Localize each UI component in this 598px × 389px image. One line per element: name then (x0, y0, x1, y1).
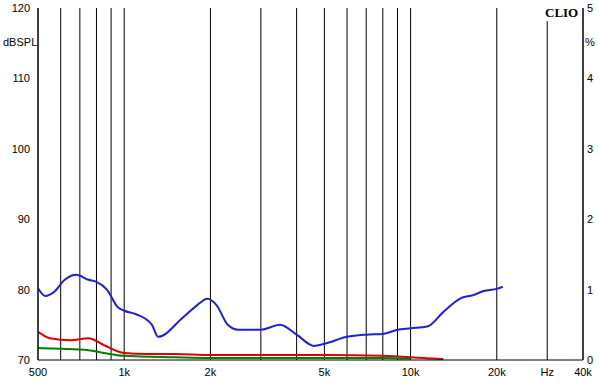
svg-text:110: 110 (12, 72, 30, 84)
html-text:CLIO: CLIO (545, 5, 579, 20)
svg-text:40k: 40k (574, 366, 590, 378)
svg-text:2: 2 (587, 213, 590, 225)
svg-text:80: 80 (18, 284, 30, 296)
svg-text:1: 1 (587, 284, 590, 296)
svg-text:100: 100 (12, 143, 30, 155)
svg-text:5k: 5k (319, 366, 331, 378)
svg-text:20k: 20k (488, 366, 506, 378)
svg-text:4: 4 (587, 72, 590, 84)
svg-text:2k: 2k (205, 366, 217, 378)
svg-text:90: 90 (18, 213, 30, 225)
svg-text:0: 0 (587, 354, 590, 366)
svg-text:5: 5 (587, 2, 590, 14)
html-text:dBSPL: dBSPL (3, 36, 38, 48)
svg-text:120: 120 (12, 2, 30, 14)
svg-text:3: 3 (587, 143, 590, 155)
svg-text:500: 500 (29, 366, 47, 378)
svg-text:1k: 1k (118, 366, 130, 378)
svg-text:10k: 10k (402, 366, 420, 378)
svg-text:70: 70 (18, 354, 30, 366)
svg-text:Hz: Hz (540, 366, 553, 378)
